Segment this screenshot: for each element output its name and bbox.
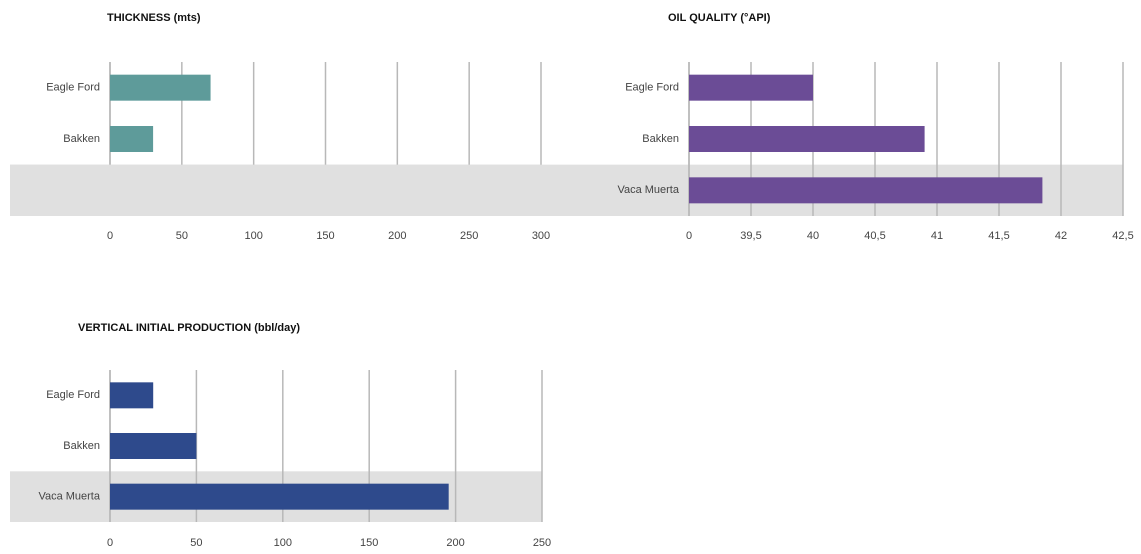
x-tick-label: 0	[107, 537, 113, 549]
x-tick-label: 50	[190, 537, 202, 549]
x-tick-label: 200	[388, 230, 406, 242]
chart-title: VERTICAL INITIAL PRODUCTION (bbl/day)	[78, 322, 300, 334]
bar	[689, 177, 1043, 204]
chart-title: OIL QUALITY (°API)	[668, 12, 771, 24]
y-tick-label: Vaca Muerta	[617, 184, 679, 196]
x-tick-label: 40,5	[864, 230, 885, 242]
x-tick-label: 39,5	[740, 230, 761, 242]
y-tick-label: Eagle Ford	[625, 82, 679, 94]
bar	[110, 74, 211, 101]
x-tick-label: 150	[316, 230, 334, 242]
x-tick-label: 150	[360, 537, 378, 549]
bar	[110, 126, 154, 152]
bar	[689, 126, 925, 152]
chart-title: THICKNESS (mts)	[107, 12, 201, 24]
bar	[110, 382, 154, 409]
y-tick-label: Bakken	[63, 440, 100, 452]
x-tick-label: 42	[1055, 230, 1067, 242]
y-tick-label: Bakken	[642, 133, 679, 145]
x-tick-label: 250	[460, 230, 478, 242]
x-tick-label: 200	[446, 537, 464, 549]
x-tick-label: 41,5	[988, 230, 1009, 242]
x-tick-label: 300	[532, 230, 550, 242]
y-tick-label: Eagle Ford	[46, 82, 100, 94]
x-tick-label: 100	[244, 230, 262, 242]
bar	[110, 483, 449, 510]
x-tick-label: 40	[807, 230, 819, 242]
x-tick-label: 0	[686, 230, 692, 242]
x-tick-label: 0	[107, 230, 113, 242]
x-tick-label: 250	[533, 537, 551, 549]
bar	[689, 74, 813, 101]
x-tick-label: 42,5	[1112, 230, 1133, 242]
x-tick-label: 50	[176, 230, 188, 242]
x-tick-label: 100	[274, 537, 292, 549]
y-tick-label: Bakken	[63, 133, 100, 145]
y-tick-label: Eagle Ford	[46, 389, 100, 401]
y-tick-label: Vaca Muerta	[38, 491, 100, 503]
bar	[110, 433, 197, 459]
x-tick-label: 41	[931, 230, 943, 242]
